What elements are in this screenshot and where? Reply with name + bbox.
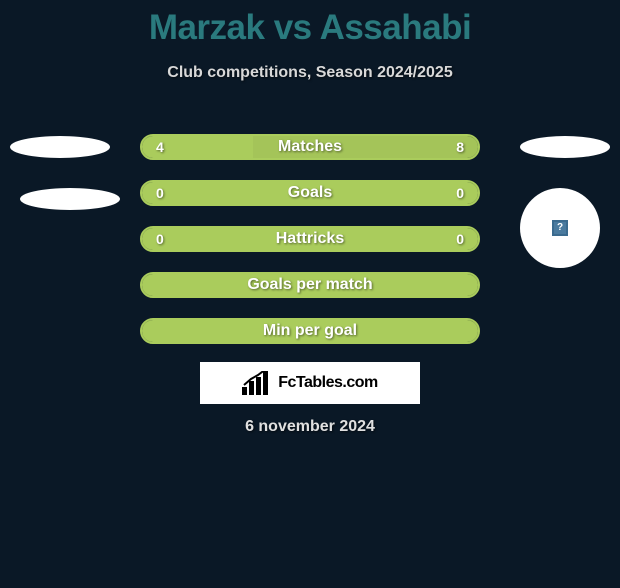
right-logo-placeholder-1 — [520, 136, 610, 158]
date-label: 6 november 2024 — [0, 418, 620, 436]
page-title: Marzak vs Assahabi — [0, 8, 620, 48]
chart-bars-icon — [242, 371, 272, 395]
right-logo-circle: ? — [520, 188, 600, 268]
stat-value-left: 4 — [156, 136, 164, 158]
stat-row: Matches4 8 — [140, 134, 480, 160]
stat-label: Matches — [142, 136, 478, 158]
site-logo: FcTables.com — [200, 362, 420, 404]
stat-row: Hattricks0 0 — [140, 226, 480, 252]
stat-row: Min per goal — [140, 318, 480, 344]
subtitle: Club competitions, Season 2024/2025 — [0, 64, 620, 82]
stat-label: Goals per match — [142, 274, 478, 296]
stat-label: Goals — [142, 182, 478, 204]
left-logo-placeholder-2 — [20, 188, 120, 210]
stat-label: Min per goal — [142, 320, 478, 342]
question-icon: ? — [552, 220, 568, 236]
left-logo-placeholder-1 — [10, 136, 110, 158]
stat-value-right: 8 — [456, 136, 464, 158]
stat-value-left: 0 — [156, 228, 164, 250]
stat-label: Hattricks — [142, 228, 478, 250]
site-logo-text: FcTables.com — [278, 374, 378, 392]
stat-row: Goals per match — [140, 272, 480, 298]
stats-container: Matches48Goals00Hattricks00Goals per mat… — [140, 134, 480, 364]
stat-value-left: 0 — [156, 182, 164, 204]
stat-value-right: 0 — [456, 228, 464, 250]
stat-row: Goals0 0 — [140, 180, 480, 206]
stat-value-right: 0 — [456, 182, 464, 204]
